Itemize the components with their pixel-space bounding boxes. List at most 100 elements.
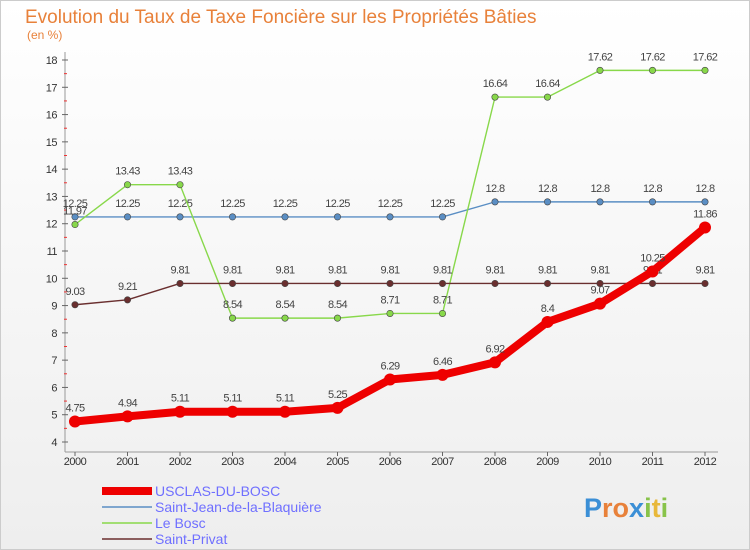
data-label: 8.71 xyxy=(433,294,452,306)
y-tick-label: 4 xyxy=(51,437,57,449)
data-point xyxy=(279,405,291,418)
data-point xyxy=(71,221,79,229)
chart-title: Evolution du Taux de Taxe Foncière sur l… xyxy=(25,7,537,28)
data-label: 12.8 xyxy=(485,183,504,195)
data-label: 12.25 xyxy=(378,198,403,210)
data-point xyxy=(386,213,394,221)
y-tick-label: 6 xyxy=(51,382,57,394)
axes: 4 5 6 7 8 9 10 11 12 13 14 15 16 17 18 2000 2001 2002 2003… xyxy=(46,52,718,468)
y-tick-label: 12 xyxy=(46,219,58,231)
data-point xyxy=(594,297,606,310)
data-label: 16.64 xyxy=(535,78,560,90)
data-point xyxy=(176,213,184,221)
data-label: 12.25 xyxy=(63,198,88,210)
y-tick-label: 7 xyxy=(51,355,57,367)
data-label: 9.81 xyxy=(590,264,609,276)
data-point xyxy=(436,368,449,381)
data-point xyxy=(701,198,709,206)
data-point xyxy=(701,279,709,287)
data-label: 4.75 xyxy=(65,403,84,415)
x-tick-label: 2012 xyxy=(694,456,717,468)
data-label: 4.94 xyxy=(118,397,137,409)
series-usclas-du-bosc: 4.75 4.94 5.11 5.11 5.11 5.256.29 6.466.928.49… xyxy=(65,209,718,428)
data-point xyxy=(124,181,132,189)
data-point xyxy=(333,279,341,287)
legend-label: Saint-Jean-de-la-Blaquière xyxy=(155,499,322,515)
data-label: 9.81 xyxy=(170,264,189,276)
data-label: 9.81 xyxy=(275,264,294,276)
x-tick-label: 2008 xyxy=(484,456,507,468)
y-tick-label: 18 xyxy=(46,55,58,67)
legend-label: Le Bosc xyxy=(155,515,206,531)
data-point xyxy=(331,401,344,414)
data-label: 12.25 xyxy=(220,198,245,210)
data-label: 5.25 xyxy=(328,389,347,401)
data-label: 9.81 xyxy=(328,264,347,276)
y-tick-label: 16 xyxy=(46,110,58,122)
data-point xyxy=(229,314,237,322)
x-tick-label: 2002 xyxy=(169,456,192,468)
series-line xyxy=(71,223,709,426)
data-label: 6.92 xyxy=(485,343,504,355)
logo-letter: t xyxy=(652,493,661,523)
data-point xyxy=(596,66,604,74)
data-point xyxy=(176,181,184,189)
data-label: 13.43 xyxy=(168,166,193,178)
chart-subtitle: (en %) xyxy=(27,28,62,42)
data-label: 11.97 xyxy=(63,206,87,218)
y-tick-label: 8 xyxy=(51,328,57,340)
y-tick-label: 9 xyxy=(51,301,57,313)
legend-label: USCLAS-DU-BOSC xyxy=(155,483,280,499)
x-tick-label: 2004 xyxy=(274,456,297,468)
data-point xyxy=(541,315,554,328)
data-label: 10.25 xyxy=(640,252,665,264)
x-tick-label: 2003 xyxy=(221,456,244,468)
data-point xyxy=(699,221,711,234)
legend: USCLAS-DU-BOSCSaint-Jean-de-la-Blaquière… xyxy=(102,483,322,547)
data-point xyxy=(648,279,656,287)
series-saint-privat: 9.03 9.21 9.81 9.81 9.81 9.81 9.81 9.81 9.81 9.81… xyxy=(65,264,716,309)
data-point xyxy=(281,213,289,221)
data-label: 9.03 xyxy=(65,286,84,298)
data-label: 8.71 xyxy=(380,294,399,306)
data-point xyxy=(124,296,132,304)
data-point xyxy=(543,198,551,206)
data-label: 9.21 xyxy=(118,281,137,293)
data-point xyxy=(596,198,604,206)
data-label: 8.54 xyxy=(328,299,347,311)
data-point xyxy=(543,93,551,101)
data-point xyxy=(229,213,237,221)
y-tick-label: 5 xyxy=(51,410,57,422)
data-point xyxy=(438,213,446,221)
legend-label: Saint-Privat xyxy=(155,531,227,547)
data-point xyxy=(491,279,499,287)
data-point xyxy=(333,314,341,322)
data-point xyxy=(543,279,551,287)
logo-letter: P xyxy=(584,493,602,523)
data-label: 12.8 xyxy=(590,183,609,195)
x-tick-label: 2000 xyxy=(64,456,87,468)
data-point xyxy=(386,309,394,317)
data-point xyxy=(281,314,289,322)
data-label: 9.81 xyxy=(433,264,452,276)
series-le-bosc: 11.97 13.43 13.43 8.54 8.54 8.54 8.71 8.71 16.64… xyxy=(63,51,718,322)
data-point xyxy=(124,213,132,221)
data-point xyxy=(281,279,289,287)
data-label: 12.8 xyxy=(538,183,557,195)
data-label: 6.29 xyxy=(380,361,399,373)
data-label: 6.46 xyxy=(433,356,452,368)
data-label: 12.25 xyxy=(325,198,350,210)
data-point xyxy=(438,279,446,287)
data-point xyxy=(176,279,184,287)
data-point xyxy=(491,198,499,206)
logo-letter: i xyxy=(644,493,652,523)
data-label: 5.11 xyxy=(171,393,190,405)
data-label: 9.81 xyxy=(223,264,242,276)
series-layer: 12.25 12.25 12.25 12.25 12.25 12.25 12.25 12.25… xyxy=(63,51,718,428)
y-tick-label: 10 xyxy=(46,273,58,285)
data-point xyxy=(596,279,604,287)
x-tick-label: 2005 xyxy=(326,456,349,468)
data-label: 12.8 xyxy=(643,183,662,195)
data-point xyxy=(229,279,237,287)
data-point xyxy=(438,309,446,317)
